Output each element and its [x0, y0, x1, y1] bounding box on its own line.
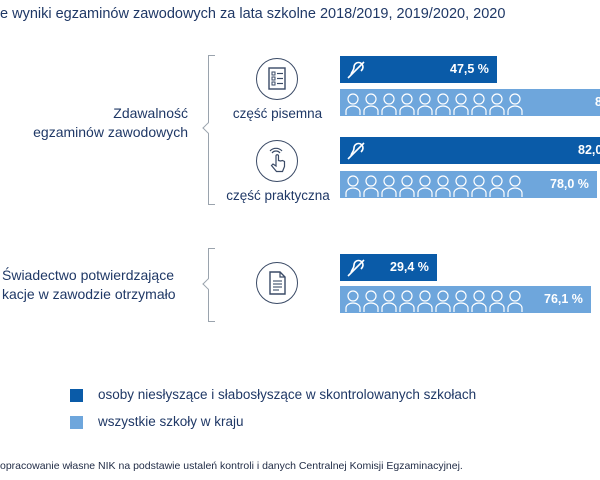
people-group-icon [344, 90, 524, 116]
people-group-icon [344, 287, 524, 313]
bar-all-1: 78,0 % [340, 171, 597, 198]
document-icon [256, 262, 298, 304]
bar-value-label: 47,5 % [450, 62, 489, 76]
checklist-icon [256, 58, 298, 100]
bar-all-0: 8 [340, 89, 600, 116]
legend-swatch-deaf [70, 389, 83, 402]
legend-label-deaf: osoby niesłyszące i słabosłyszące w skon… [98, 387, 477, 402]
hearing-impaired-icon [345, 60, 367, 83]
written-label: część pisemna [232, 106, 323, 121]
legend-label-all: wszystkie szkoły w kraju [98, 414, 244, 429]
bar-value-label: 29,4 % [390, 260, 429, 274]
touch-hand-icon [256, 140, 298, 182]
bar-value-label: 78,0 % [550, 177, 589, 191]
diploma-label-line2: kacje w zawodzie otrzymało [2, 286, 176, 302]
exams-group-label: Zdawalność egzaminów zawodowych [33, 104, 188, 142]
diploma-label-line1: Świadectwo potwierdzające [2, 267, 174, 283]
legend-swatch-all [70, 416, 83, 429]
chart-title: e wyniki egzaminów zawodowych za lata sz… [0, 6, 506, 22]
bar-value-label: 8 [595, 95, 600, 109]
hearing-impaired-icon [345, 258, 367, 281]
bar-deaf-2: 29,4 % [340, 254, 437, 281]
exams-label-line1: Zdawalność [113, 105, 188, 121]
source-note: opracowanie własne NIK na podstawie usta… [0, 460, 463, 472]
diploma-group-label: Świadectwo potwierdzające kacje w zawodz… [2, 266, 176, 304]
bar-deaf-1: 82,0 [340, 137, 600, 164]
bar-value-label: 82,0 [578, 143, 600, 157]
people-group-icon [344, 172, 524, 198]
hearing-impaired-icon [345, 141, 367, 164]
bar-all-2: 76,1 % [340, 286, 591, 313]
exams-label-line2: egzaminów zawodowych [33, 124, 188, 140]
practical-label: część praktyczna [226, 188, 330, 203]
bar-value-label: 76,1 % [544, 292, 583, 306]
bar-deaf-0: 47,5 % [340, 56, 497, 83]
